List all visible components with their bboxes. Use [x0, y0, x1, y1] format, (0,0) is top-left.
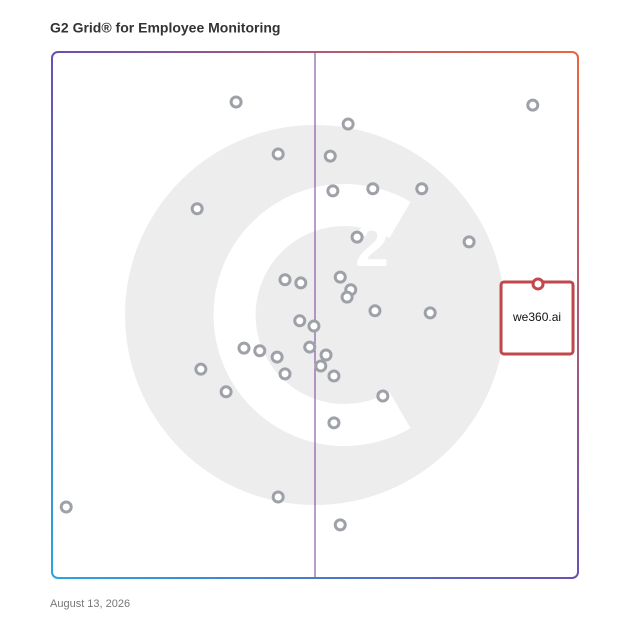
product-label: we360.ai: [512, 310, 561, 324]
point: [293, 314, 307, 328]
point: [253, 344, 267, 358]
point: [423, 306, 437, 320]
point: [270, 350, 284, 364]
point: [415, 182, 429, 196]
point: [326, 184, 340, 198]
point: [333, 518, 347, 532]
point: [319, 348, 333, 362]
chart-title: G2 Grid® for Employee Monitoring: [50, 20, 280, 36]
point: [341, 117, 355, 131]
point: [376, 389, 390, 403]
point: [327, 416, 341, 430]
point: [59, 500, 73, 514]
point: [314, 359, 328, 373]
point: [237, 341, 251, 355]
point: [194, 362, 208, 376]
point: [531, 277, 545, 291]
point: [271, 490, 285, 504]
point: [323, 149, 337, 163]
point: [190, 202, 204, 216]
date: August 13, 2026: [50, 598, 130, 610]
point: [303, 340, 317, 354]
point: [340, 290, 354, 304]
point: [327, 369, 341, 383]
point: [350, 230, 364, 244]
point: [229, 95, 243, 109]
point: [368, 304, 382, 318]
point: [278, 273, 292, 287]
point: [219, 385, 233, 399]
point: [271, 147, 285, 161]
point: [526, 98, 540, 112]
point: [462, 235, 476, 249]
point: [278, 367, 292, 381]
point: [307, 319, 321, 333]
point: [294, 276, 308, 290]
point: [366, 182, 380, 196]
point: [333, 270, 347, 284]
svg-text:2: 2: [355, 212, 388, 279]
